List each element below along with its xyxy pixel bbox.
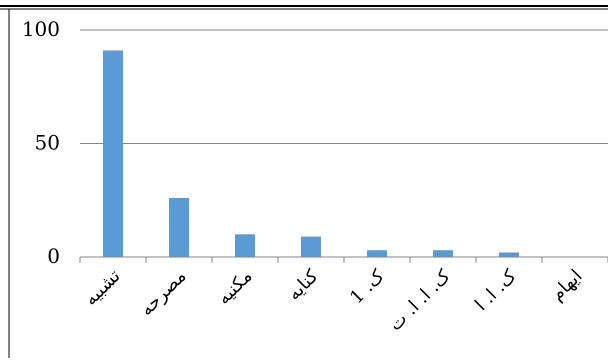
y-tick-label-50: 50: [35, 131, 60, 155]
x-tick-label-1: تشبیه: [80, 266, 124, 310]
y-tick-labels: 0 50 100: [22, 17, 60, 268]
bar-2: [169, 197, 189, 257]
x-tick-label-8: ایهام: [547, 266, 587, 306]
x-axis: [79, 256, 608, 263]
bar-1: [103, 50, 123, 258]
bar-5: [367, 250, 387, 257]
gridlines: [80, 29, 608, 144]
bar-4: [301, 236, 321, 257]
x-tick-label-4: کنایه: [284, 265, 323, 304]
x-tick-label-3: مکنیه: [213, 266, 256, 309]
bar-6: [433, 250, 453, 257]
bar-3: [235, 234, 255, 257]
x-tick-label-2: مصرحه: [136, 266, 190, 320]
x-tick-labels: تشبیه مصرحه مکنیه کنایه ک. 1ک. ا. ا. ت ک. ا. …: [80, 265, 586, 335]
bars: [103, 50, 519, 258]
x-tick-label-6: ک. ا. ا. ت: [385, 265, 455, 335]
x-tick-label-5: ک. 1: [346, 265, 389, 308]
y-tick-label-100: 100: [22, 17, 60, 41]
y-tick-label-0: 0: [47, 244, 60, 268]
bar-7: [499, 252, 519, 257]
x-tick-label-7: ک. ا. ا: [471, 265, 521, 315]
